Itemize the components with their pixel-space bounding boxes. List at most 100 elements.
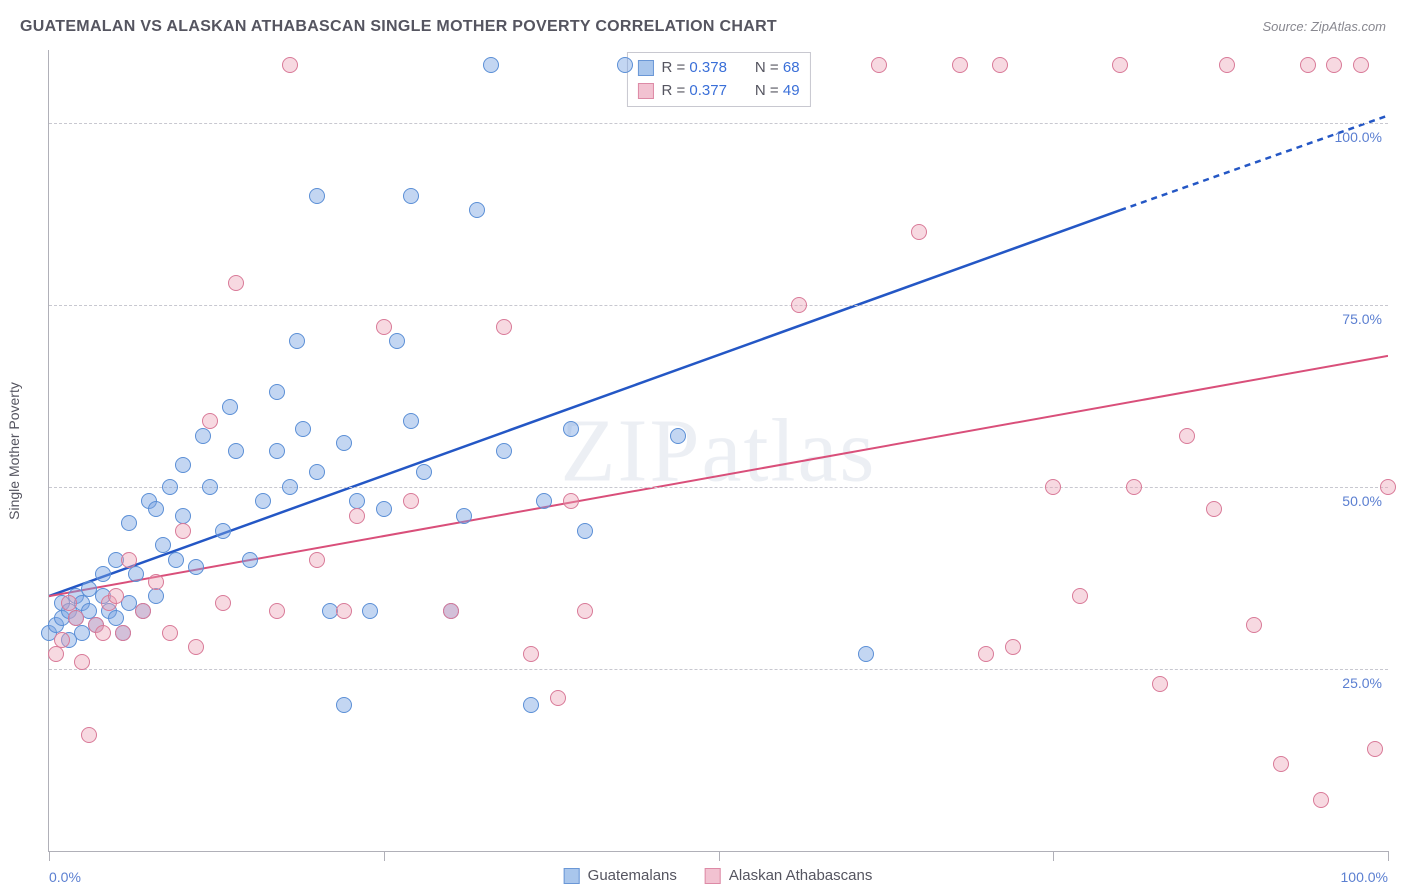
data-point-guatemalans: [175, 457, 191, 473]
legend-label: Guatemalans: [588, 867, 677, 884]
plot-area: Single Mother Poverty ZIPatlas R = 0.378…: [48, 50, 1388, 852]
data-point-athabascans: [228, 275, 244, 291]
data-point-guatemalans: [195, 428, 211, 444]
data-point-athabascans: [135, 603, 151, 619]
data-point-athabascans: [1072, 588, 1088, 604]
data-point-athabascans: [215, 595, 231, 611]
data-point-guatemalans: [336, 697, 352, 713]
data-point-athabascans: [349, 508, 365, 524]
data-point-athabascans: [1112, 57, 1128, 73]
data-point-athabascans: [1005, 639, 1021, 655]
data-point-athabascans: [81, 727, 97, 743]
data-point-athabascans: [1219, 57, 1235, 73]
data-point-athabascans: [992, 57, 1008, 73]
data-point-athabascans: [1313, 792, 1329, 808]
r-label: R = 0.378: [661, 57, 726, 80]
data-point-guatemalans: [242, 552, 258, 568]
data-point-athabascans: [496, 319, 512, 335]
data-point-athabascans: [1300, 57, 1316, 73]
gridline: [49, 487, 1388, 488]
data-point-guatemalans: [496, 443, 512, 459]
data-point-guatemalans: [456, 508, 472, 524]
y-tick-label: 50.0%: [1342, 493, 1382, 509]
data-point-athabascans: [952, 57, 968, 73]
y-tick-label: 100.0%: [1335, 129, 1382, 145]
data-point-athabascans: [115, 625, 131, 641]
data-point-guatemalans: [228, 443, 244, 459]
data-point-guatemalans: [309, 464, 325, 480]
data-point-athabascans: [1179, 428, 1195, 444]
data-point-athabascans: [188, 639, 204, 655]
data-point-guatemalans: [188, 559, 204, 575]
data-point-guatemalans: [269, 443, 285, 459]
y-tick-label: 25.0%: [1342, 675, 1382, 691]
gridline: [49, 669, 1388, 670]
data-point-guatemalans: [155, 537, 171, 553]
data-point-athabascans: [1273, 756, 1289, 772]
data-point-guatemalans: [523, 697, 539, 713]
data-point-guatemalans: [403, 188, 419, 204]
data-point-guatemalans: [858, 646, 874, 662]
data-point-guatemalans: [670, 428, 686, 444]
data-point-athabascans: [336, 603, 352, 619]
gridline: [49, 305, 1388, 306]
data-point-guatemalans: [269, 384, 285, 400]
x-tick: [719, 851, 720, 861]
data-point-athabascans: [978, 646, 994, 662]
data-point-athabascans: [1353, 57, 1369, 73]
x-tick: [1388, 851, 1389, 861]
data-point-athabascans: [1380, 479, 1396, 495]
x-tick: [384, 851, 385, 861]
data-point-athabascans: [121, 552, 137, 568]
data-point-guatemalans: [362, 603, 378, 619]
legend-row-guatemalans: R = 0.378 N = 68: [637, 57, 799, 80]
legend-row-athabascans: R = 0.377N = 49: [637, 80, 799, 103]
data-point-athabascans: [1326, 57, 1342, 73]
data-point-guatemalans: [202, 479, 218, 495]
data-point-athabascans: [1206, 501, 1222, 517]
x-tick-label: 100.0%: [1341, 869, 1388, 885]
data-point-guatemalans: [483, 57, 499, 73]
x-tick-label: 0.0%: [49, 869, 81, 885]
data-point-athabascans: [791, 297, 807, 313]
data-point-athabascans: [162, 625, 178, 641]
data-point-athabascans: [1126, 479, 1142, 495]
data-point-guatemalans: [128, 566, 144, 582]
data-point-athabascans: [1246, 617, 1262, 633]
data-point-guatemalans: [389, 333, 405, 349]
data-point-athabascans: [1045, 479, 1061, 495]
data-point-guatemalans: [577, 523, 593, 539]
r-label: R = 0.377: [661, 80, 726, 103]
data-point-athabascans: [1152, 676, 1168, 692]
data-point-athabascans: [48, 646, 64, 662]
data-point-guatemalans: [162, 479, 178, 495]
data-point-athabascans: [376, 319, 392, 335]
data-point-athabascans: [282, 57, 298, 73]
data-point-guatemalans: [282, 479, 298, 495]
data-point-guatemalans: [563, 421, 579, 437]
data-point-athabascans: [523, 646, 539, 662]
data-point-athabascans: [54, 632, 70, 648]
x-tick: [1053, 851, 1054, 861]
legend-item-guatemalans: Guatemalans: [564, 867, 677, 884]
data-point-athabascans: [148, 574, 164, 590]
data-point-guatemalans: [215, 523, 231, 539]
legend-item-athabascans: Alaskan Athabascans: [705, 867, 872, 884]
swatch-athabascans: [637, 83, 653, 99]
x-tick: [49, 851, 50, 861]
data-point-guatemalans: [121, 515, 137, 531]
data-point-guatemalans: [148, 588, 164, 604]
chart-title: GUATEMALAN VS ALASKAN ATHABASCAN SINGLE …: [20, 18, 777, 36]
n-label: N = 68: [755, 57, 800, 80]
data-point-guatemalans: [168, 552, 184, 568]
data-point-guatemalans: [617, 57, 633, 73]
correlation-legend: R = 0.378 N = 68R = 0.377N = 49: [626, 52, 810, 107]
data-point-athabascans: [108, 588, 124, 604]
data-point-athabascans: [1367, 741, 1383, 757]
data-point-athabascans: [550, 690, 566, 706]
y-axis-title: Single Mother Poverty: [6, 382, 22, 520]
data-point-athabascans: [443, 603, 459, 619]
data-point-athabascans: [95, 625, 111, 641]
data-point-guatemalans: [403, 413, 419, 429]
y-tick-label: 75.0%: [1342, 311, 1382, 327]
